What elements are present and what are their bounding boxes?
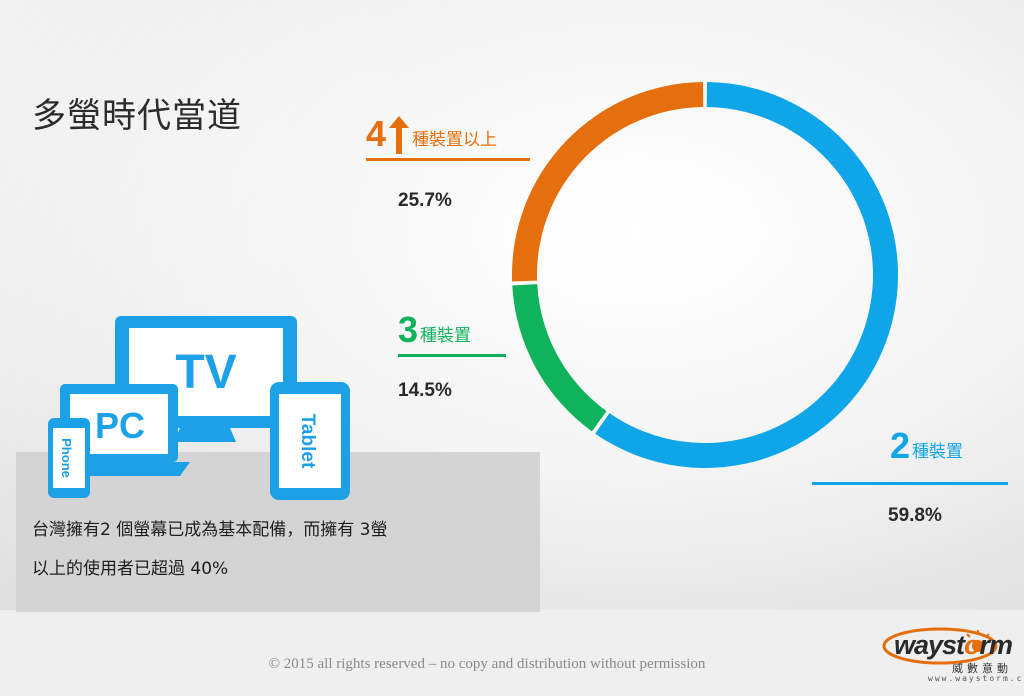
caption-line-1: 台灣擁有2 個螢幕已成為基本配備，而擁有 3螢 xyxy=(32,520,388,540)
label-group-4plus: 4 種裝置以上 xyxy=(366,116,530,161)
pct-2: 59.8% xyxy=(888,505,942,526)
label-rule-2 xyxy=(812,482,1008,485)
logo-word-b: rm xyxy=(979,630,1014,660)
label-unit-3: 種裝置 xyxy=(420,326,472,346)
logo-url: www.waystorm.com xyxy=(928,674,1024,683)
phone-icon-label: Phone xyxy=(59,438,74,478)
footer-band xyxy=(0,610,1024,696)
label-unit-4plus: 種裝置以上 xyxy=(412,130,498,150)
label-num-3: 3 xyxy=(398,309,419,350)
copyright-text: © 2015 all rights reserved – no copy and… xyxy=(268,656,706,672)
pc-icon-label: PC xyxy=(95,405,145,446)
tablet-icon-label: Tablet xyxy=(297,414,318,469)
logo-subtitle: 威數意動 xyxy=(952,662,1012,675)
donut-slice-3 xyxy=(512,284,607,432)
logo-word-a: wayst xyxy=(894,630,965,660)
label-num-4plus: 4 xyxy=(366,113,387,154)
tablet-icon: Tablet xyxy=(270,382,350,500)
caption-text: 台灣擁有2 個螢幕已成為基本配備，而擁有 3螢 以上的使用者已超過 40% xyxy=(32,511,532,589)
label-unit-2: 種裝置 xyxy=(912,442,964,462)
phone-icon: Phone xyxy=(48,418,90,498)
label-rule-4plus xyxy=(366,158,530,161)
arrow-up-icon xyxy=(389,116,410,154)
logo-wordmark: waystorm xyxy=(894,630,1014,660)
donut-chart xyxy=(512,82,898,469)
logo-swoosh-icon xyxy=(882,627,998,665)
pct-4plus: 25.7% xyxy=(398,190,452,211)
pct-3: 14.5% xyxy=(398,380,452,401)
multi-device-icon: TV PC Phone Tablet xyxy=(48,316,350,500)
caption-line-2: 以上的使用者已超過 40% xyxy=(32,559,229,579)
label-group-2: 2 種裝置 xyxy=(812,428,1008,485)
label-rule-3 xyxy=(398,354,506,357)
donut-slice-2 xyxy=(595,82,898,469)
waystorm-logo: waystorm 威數意動 www.waystorm.com xyxy=(878,622,1024,688)
donut-slice-4 xyxy=(512,82,704,282)
tv-icon-label: TV xyxy=(175,346,236,399)
label-num-2: 2 xyxy=(890,425,911,466)
label-group-3: 3 種裝置 xyxy=(398,312,506,357)
slide-title: 多螢時代當道 xyxy=(32,96,242,136)
